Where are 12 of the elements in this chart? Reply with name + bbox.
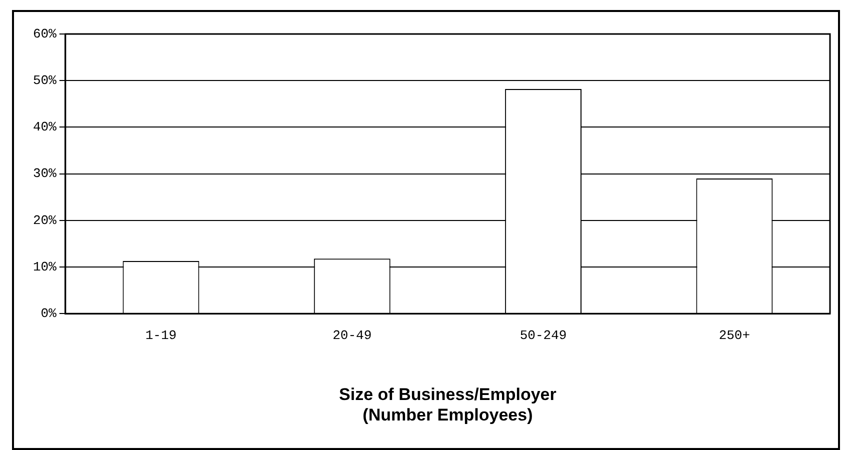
y-tick-label: 50%	[33, 73, 57, 88]
y-tick-label: 40%	[33, 120, 57, 135]
y-tick-label: 0%	[40, 306, 57, 322]
x-tick-label: 250+	[718, 328, 750, 343]
x-axis-title: Size of Business/Employer (Number Employees)	[339, 385, 557, 424]
y-tick-label: 30%	[33, 166, 57, 182]
x-tick-label: 1-19	[145, 328, 177, 343]
x-tick-label: 20-49	[332, 328, 372, 343]
y-tick-label: 20%	[33, 212, 57, 228]
y-tick-label: 10%	[33, 259, 57, 274]
x-tick-label: 50-249	[520, 328, 567, 343]
y-tick-label: 60%	[33, 26, 57, 42]
